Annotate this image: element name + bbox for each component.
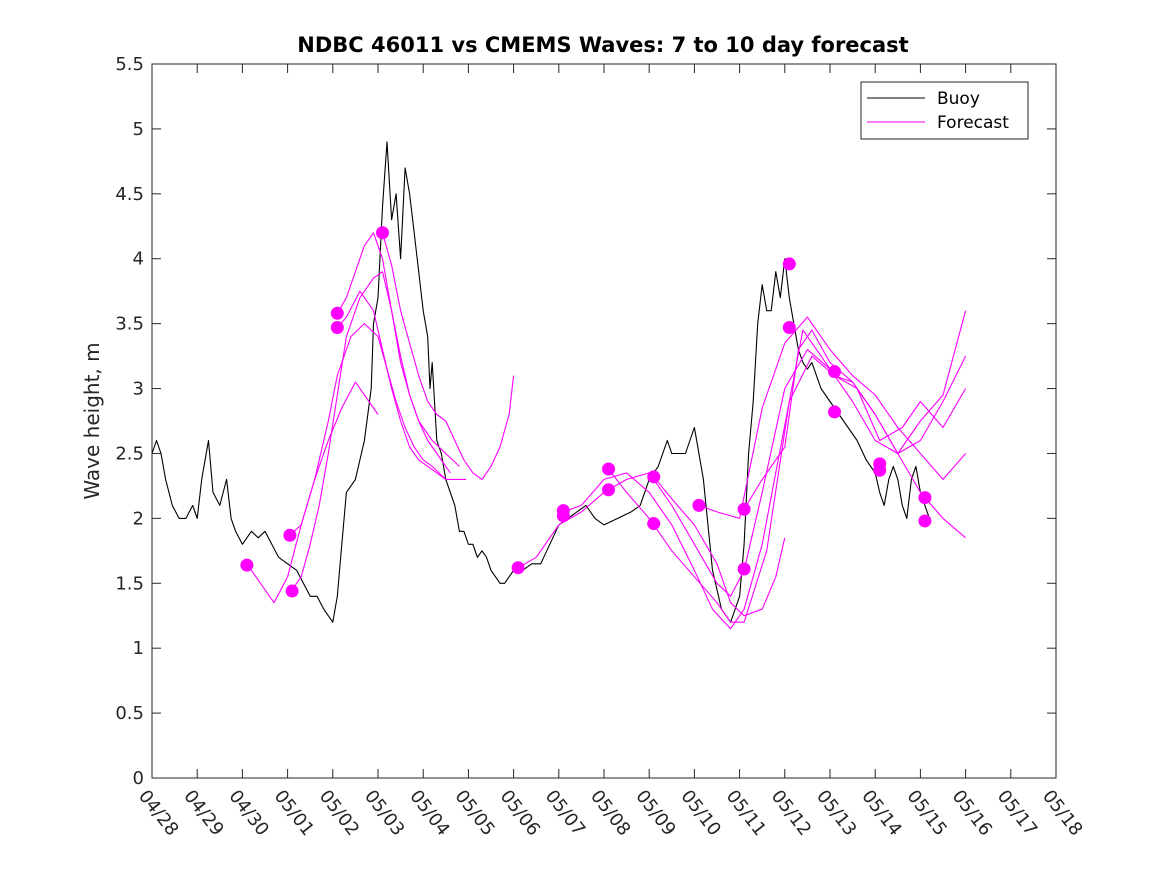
forecast-marker	[283, 528, 297, 542]
y-axis: 0 0.5 1 1.5 2 2.5 3 3.5 4 4.5 5 5.5	[115, 54, 1056, 789]
forecast-series-line-6	[246, 381, 379, 604]
x-tick-label: 05/01	[270, 786, 318, 840]
forecast-marker	[782, 257, 796, 271]
y-tick-label: 1	[133, 638, 144, 659]
y-tick-label: 3	[133, 379, 144, 400]
forecast-marker	[647, 517, 661, 531]
forecast-series-line-3	[291, 271, 451, 591]
y-tick-label: 4.5	[115, 184, 144, 205]
x-tick-label: 05/08	[586, 786, 634, 840]
y-tick-label: 5.5	[115, 54, 144, 75]
x-tick-label: 05/10	[676, 786, 724, 840]
chart-title: NDBC 46011 vs CMEMS Waves: 7 to 10 day f…	[297, 33, 908, 57]
x-tick-label: 04/30	[224, 786, 272, 840]
y-tick-label: 4	[133, 249, 144, 270]
x-tick-label: 05/09	[631, 786, 679, 840]
forecast-marker	[240, 558, 254, 572]
legend-label-forecast: Forecast	[937, 113, 1009, 133]
x-tick-label: 05/11	[722, 786, 770, 840]
x-tick-label: 05/15	[902, 786, 950, 840]
forecast-marker	[285, 584, 299, 598]
y-tick-label: 2	[133, 508, 144, 529]
forecast-marker	[918, 514, 932, 528]
forecast-series-line-4	[289, 323, 447, 536]
y-tick-label: 1.5	[115, 573, 144, 594]
forecast-series-line-2	[381, 232, 515, 480]
forecast-marker	[828, 365, 842, 379]
buoy-series-line	[152, 141, 930, 623]
x-tick-label: 05/03	[360, 786, 408, 840]
forecast-marker	[556, 509, 570, 523]
forecast-marker	[828, 405, 842, 419]
x-tick-label: 05/13	[812, 786, 860, 840]
forecast-series-line-11	[743, 329, 967, 510]
forecast-marker	[918, 491, 932, 505]
forecast-series-line-12	[698, 316, 967, 519]
x-tick-label: 04/28	[134, 786, 182, 840]
x-tick-label: 05/16	[948, 786, 996, 840]
legend: Buoy Forecast	[860, 81, 1029, 140]
forecast-marker	[602, 462, 616, 476]
y-tick-label: 5	[133, 119, 144, 140]
forecast-series-line-10	[653, 476, 786, 617]
forecast-series-line-7	[517, 349, 966, 597]
forecast-series-line-5	[336, 232, 460, 467]
forecast-marker	[782, 321, 796, 335]
forecast-marker	[873, 463, 887, 477]
forecast-series-line-9	[608, 355, 967, 623]
y-tick-label: 0	[133, 768, 144, 789]
y-tick-label: 0.5	[115, 703, 144, 724]
forecast-marker	[330, 306, 344, 320]
marker-layer	[240, 226, 932, 598]
y-tick-label: 3.5	[115, 314, 144, 335]
legend-label-buoy: Buoy	[937, 89, 980, 109]
plot-area	[151, 63, 1057, 779]
forecast-marker	[737, 562, 751, 576]
x-tick-label: 05/06	[496, 786, 544, 840]
x-tick-label: 05/12	[767, 786, 815, 840]
forecast-marker	[647, 470, 661, 484]
legend-box	[860, 81, 1029, 140]
forecast-marker	[737, 502, 751, 516]
forecast-marker	[511, 561, 525, 575]
x-tick-label: 04/29	[179, 786, 227, 840]
x-tick-label: 05/07	[541, 786, 589, 840]
x-tick-label: 05/05	[450, 786, 498, 840]
y-axis-label: Wave height, m	[80, 342, 104, 499]
forecast-marker	[376, 226, 390, 240]
forecast-marker	[692, 498, 706, 512]
x-tick-label: 05/17	[993, 786, 1041, 840]
x-tick-label: 05/18	[1038, 786, 1086, 840]
x-tick-label: 05/04	[405, 786, 453, 840]
series-layer	[152, 141, 967, 630]
x-tick-label: 05/14	[857, 786, 905, 840]
forecast-marker	[602, 483, 616, 497]
forecast-marker	[330, 321, 344, 335]
x-tick-label: 05/02	[315, 786, 363, 840]
y-tick-label: 2.5	[115, 443, 144, 464]
